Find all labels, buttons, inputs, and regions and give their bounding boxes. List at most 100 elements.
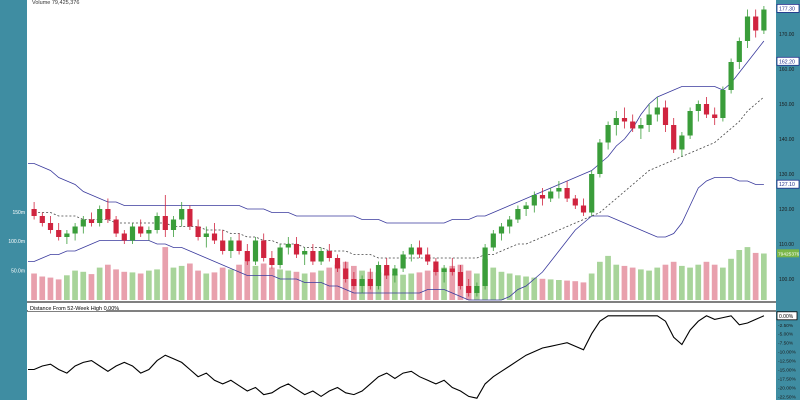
candle-body	[728, 62, 734, 90]
candle-body	[457, 272, 464, 286]
candle	[408, 244, 414, 262]
candle	[179, 202, 185, 227]
candle-body	[638, 125, 644, 129]
candle-body	[400, 254, 406, 269]
left-scroll-strip[interactable]	[0, 0, 27, 400]
candle	[597, 139, 603, 178]
candle	[548, 188, 554, 202]
candle-body	[466, 286, 472, 293]
candle-body	[507, 219, 513, 227]
candle	[433, 258, 439, 276]
volume-bar	[424, 270, 431, 300]
volume-bars	[31, 247, 767, 300]
volume-tick-label: 150m	[12, 210, 25, 216]
candle	[753, 9, 759, 38]
candle	[498, 223, 505, 241]
indicator-tag-box	[776, 311, 798, 321]
volume-bar	[744, 247, 751, 300]
candle-body	[170, 219, 177, 230]
indicator-tag-label: 0.00%	[779, 314, 794, 320]
candle-body	[228, 240, 234, 251]
price-tag-label: 127.10	[779, 182, 795, 188]
volume-axis-labels: 150m 100.0m 50.0m	[8, 210, 25, 275]
volume-bar	[679, 265, 685, 300]
band-middle-line	[34, 96, 765, 259]
candle-body	[293, 244, 300, 255]
candle	[449, 258, 455, 276]
volume-bar	[170, 267, 177, 300]
volume-bar	[400, 274, 406, 300]
candle-body	[121, 233, 127, 241]
candle	[203, 226, 209, 248]
volume-bar	[646, 270, 652, 300]
candle-body	[482, 247, 488, 286]
candle	[334, 254, 341, 272]
candle-body	[179, 209, 185, 220]
candle	[220, 230, 226, 255]
candle-body	[162, 216, 168, 230]
indicator-axis-labels: 0.00% -2.50% -5.00% -7.50% -10.00% -12.50% -15…	[776, 311, 798, 400]
candle-body	[64, 233, 70, 237]
indicator-tick-label: -15.00%	[778, 368, 797, 374]
candle-body	[47, 223, 54, 230]
volume-bar	[64, 275, 70, 300]
candle	[482, 244, 488, 290]
candle	[367, 268, 373, 290]
price-axis-strip[interactable]	[776, 0, 800, 400]
candle	[703, 97, 710, 118]
volume-bar	[39, 276, 46, 300]
bollinger-bands	[28, 40, 765, 301]
candle	[416, 240, 423, 258]
candle-body	[515, 209, 521, 220]
price-axis-labels: 170.00 160.00 150.00 140.00 130.00 120.00 110.…	[779, 32, 795, 283]
candle	[302, 247, 308, 265]
indicator-tick-label: -7.50%	[778, 341, 794, 347]
candle	[589, 170, 595, 216]
candle-body	[703, 104, 710, 115]
candle	[744, 9, 751, 48]
candle	[138, 219, 144, 237]
price-tag-box	[776, 4, 800, 13]
candle-body	[285, 244, 291, 248]
candle-body	[302, 251, 308, 255]
volume-bar	[687, 267, 693, 300]
indicator-title: Distance From 52-Week High 0.00%	[30, 306, 119, 312]
volume-bar	[539, 278, 546, 300]
volume-bar	[47, 277, 54, 300]
candle	[736, 37, 742, 69]
candle	[712, 107, 718, 125]
volume-bar	[285, 270, 292, 300]
price-tick-label: 130.00	[779, 172, 795, 178]
candle	[129, 223, 136, 244]
volume-bar	[408, 273, 415, 300]
candle	[113, 216, 119, 237]
volume-tick-label: 50.0m	[11, 269, 25, 275]
candle	[97, 205, 103, 227]
candlesticks	[31, 6, 767, 297]
candle-body	[630, 121, 636, 129]
volume-tick-label: 100.0m	[8, 239, 25, 245]
candle-body	[621, 118, 628, 122]
indicator-tick-label: -12.50%	[778, 359, 797, 365]
candle	[56, 223, 62, 241]
candle	[490, 230, 496, 251]
candle-body	[498, 226, 505, 234]
volume-bar	[293, 271, 300, 300]
candle	[187, 205, 193, 230]
price-tick-label: 120.00	[779, 207, 795, 213]
volume-bar	[695, 264, 702, 300]
candle	[285, 237, 291, 255]
price-tick-label: 170.00	[779, 32, 795, 38]
indicator-tick-label: -17.50%	[778, 377, 797, 383]
candle	[326, 244, 332, 262]
candle-body	[211, 233, 218, 241]
candle-body	[589, 174, 595, 213]
candle	[105, 198, 111, 223]
candle	[80, 216, 86, 234]
candle	[687, 107, 693, 139]
candle-body	[416, 247, 423, 255]
candle-body	[72, 226, 78, 234]
candle-body	[39, 216, 45, 223]
volume-bar	[31, 273, 37, 300]
candle	[318, 247, 324, 265]
